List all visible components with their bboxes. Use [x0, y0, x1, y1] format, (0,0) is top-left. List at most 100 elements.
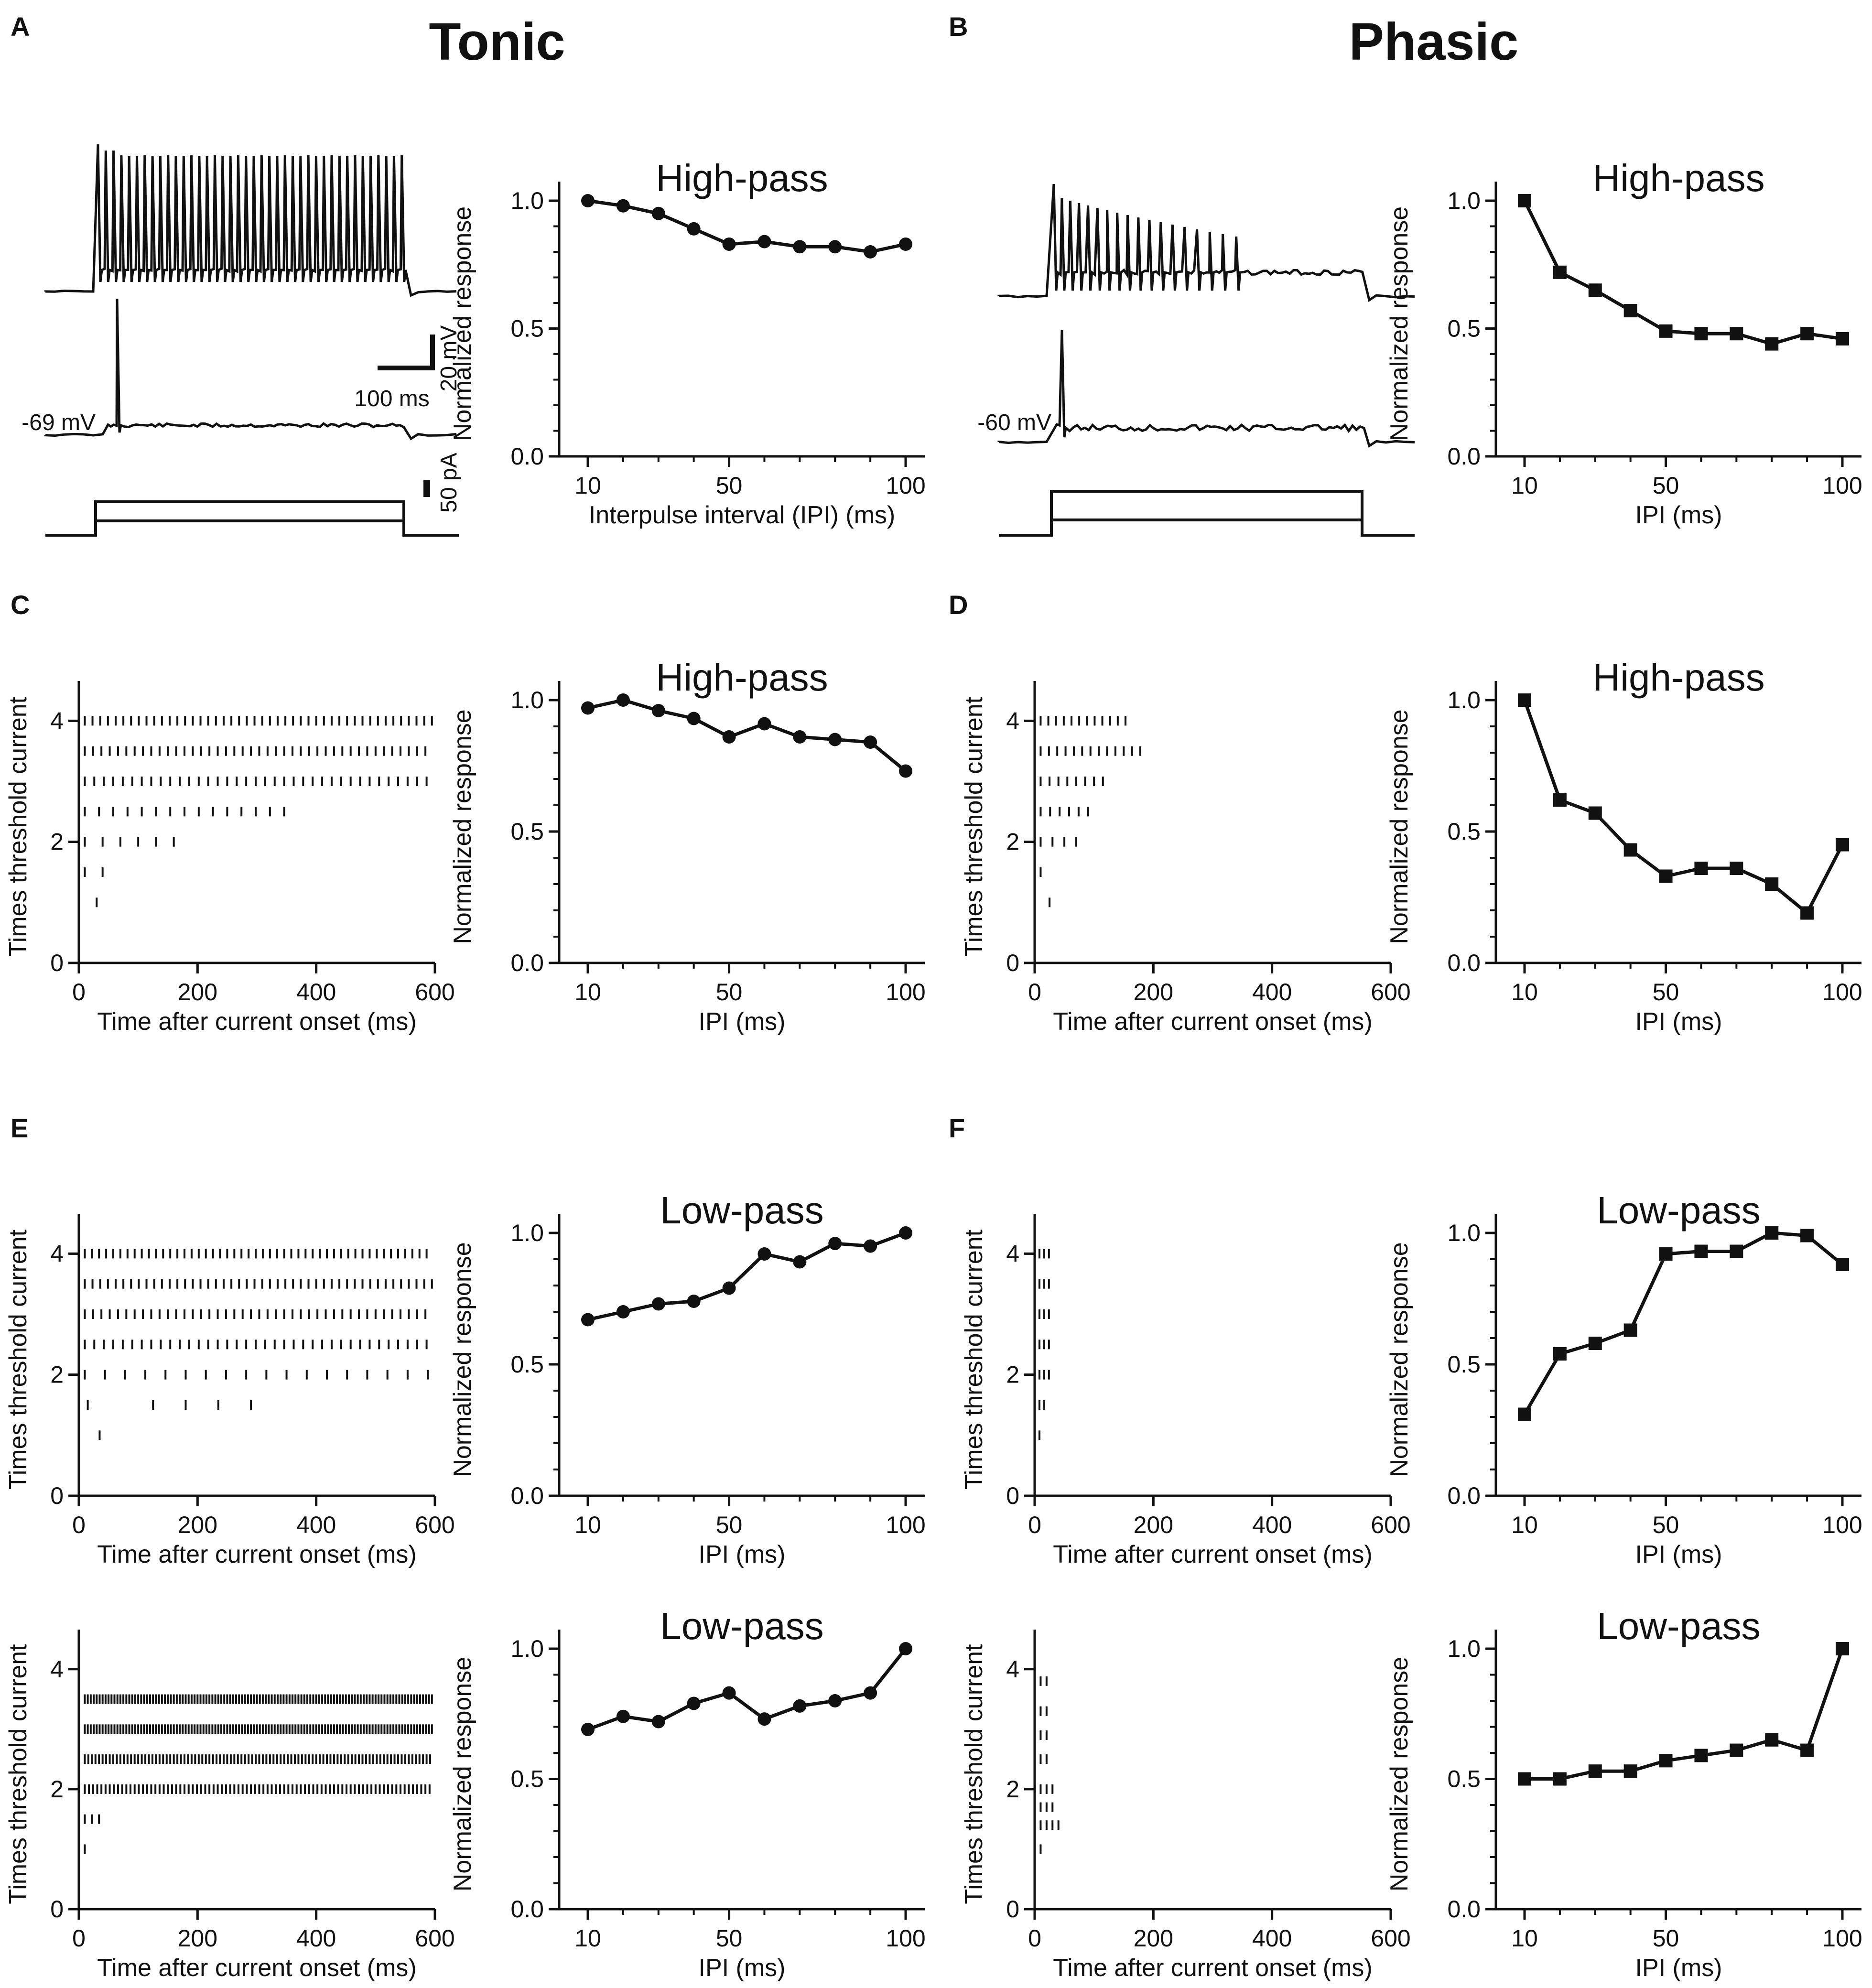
x-tick-label: 10: [1511, 1925, 1538, 1952]
y-tick-label: 2: [1006, 1776, 1019, 1803]
chart-d-ipi-response: 0.0 0.5 1.0 10 50 100 IPI (ms) Normalized respo…: [1385, 656, 1862, 1036]
x-tick-label: 10: [1511, 472, 1538, 499]
x-axis-label: Time after current onset (ms): [97, 1541, 416, 1568]
data-point: [1694, 327, 1708, 341]
data-point: [616, 199, 630, 213]
y-tick-label: 4: [1006, 1656, 1019, 1683]
data-point: [651, 206, 665, 220]
data-point: [1623, 304, 1637, 318]
y-axis-label: Normalized response: [1385, 1657, 1413, 1891]
data-point: [1588, 806, 1602, 820]
data-point: [1730, 862, 1743, 875]
data-point: [793, 240, 807, 254]
y-tick-label: 4: [1006, 707, 1019, 734]
data-point: [1730, 1244, 1743, 1258]
y-axis-label: Times threshold current: [4, 1229, 32, 1490]
x-tick-label: 50: [1653, 1925, 1679, 1952]
panel-label-e: E: [11, 1113, 28, 1143]
x-axis-label: IPI (ms): [699, 1954, 786, 1982]
data-point: [1836, 1642, 1849, 1655]
y-axis-label: Normalized response: [449, 709, 476, 944]
trace-b-suprathreshold: [997, 184, 1415, 303]
x-tick-label: 600: [415, 1925, 454, 1952]
y-tick-label: 0.5: [1447, 1766, 1481, 1793]
y-tick-label: 4: [1006, 1240, 1019, 1267]
data-point: [864, 1686, 877, 1700]
panel-label-a: A: [11, 11, 30, 42]
y-tick-label: 0.5: [510, 1766, 544, 1793]
data-point: [651, 1715, 665, 1729]
y-tick-label: 1.0: [510, 687, 544, 713]
y-tick-label: 0.5: [510, 1351, 544, 1378]
y-tick-label: 2: [50, 829, 64, 855]
resting-potential-b: -60 mV: [977, 410, 1051, 435]
data-point: [793, 1255, 807, 1269]
y-tick-label: 0.0: [510, 443, 544, 470]
chart-d-raster: 0 2 4 0 200 400 600 Time after current onset (m…: [960, 681, 1411, 1036]
x-axis-label: Time after current onset (ms): [97, 1008, 416, 1036]
y-tick-label: 0.0: [1447, 1896, 1481, 1923]
data-point: [1765, 1733, 1779, 1747]
data-point: [1518, 1407, 1531, 1421]
y-tick-label: 0: [50, 1482, 64, 1509]
data-point: [581, 1313, 595, 1327]
y-tick-label: 0.0: [510, 1482, 544, 1509]
data-point: [1588, 283, 1602, 297]
data-point: [1623, 1323, 1637, 1337]
data-point: [899, 1642, 912, 1655]
data-point: [828, 1694, 842, 1707]
data-point: [1730, 327, 1743, 341]
data-point: [1836, 838, 1849, 852]
x-tick-label: 0: [72, 979, 86, 1005]
y-tick-label: 1.0: [510, 187, 544, 214]
x-tick-label: 400: [1252, 979, 1292, 1005]
y-tick-label: 0.0: [1447, 443, 1481, 470]
data-point: [864, 1239, 877, 1253]
data-point: [864, 735, 877, 749]
x-tick-label: 0: [72, 1512, 86, 1538]
data-point: [1694, 862, 1708, 875]
x-axis-label: IPI (ms): [1635, 1008, 1722, 1036]
y-tick-label: 0.0: [1447, 1482, 1481, 1509]
series-line: [587, 1231, 907, 1321]
scale-bar-current-a: [423, 480, 430, 497]
x-tick-label: 100: [886, 979, 925, 1005]
x-tick-label: 100: [1822, 1512, 1862, 1538]
y-tick-label: 4: [50, 707, 64, 734]
scale-voltage-a: 20 mV: [436, 325, 462, 392]
data-point: [1836, 332, 1849, 346]
chart-title: High-pass: [656, 656, 828, 699]
scale-time-a: 100 ms: [354, 386, 429, 411]
y-tick-label: 2: [1006, 1361, 1019, 1388]
x-tick-label: 400: [296, 1512, 336, 1538]
x-axis-label: Time after current onset (ms): [1053, 1954, 1372, 1982]
chart-title: Low-pass: [660, 1605, 823, 1647]
y-axis-label: Normalized response: [1385, 709, 1413, 944]
chart-title: High-pass: [1592, 157, 1764, 199]
y-axis-label: Normalized response: [449, 1657, 476, 1891]
x-tick-label: 50: [716, 979, 743, 1005]
data-point: [828, 240, 842, 254]
x-tick-label: 200: [1134, 1925, 1173, 1952]
y-axis-label: Normalized response: [1385, 206, 1413, 441]
data-point: [1659, 869, 1673, 883]
x-axis-label: Interpulse interval (IPI) (ms): [589, 501, 896, 529]
series-line: [587, 698, 907, 773]
data-point: [1553, 1772, 1567, 1786]
data-point: [1800, 1743, 1814, 1757]
x-tick-label: 100: [1822, 979, 1862, 1005]
data-point: [687, 1696, 701, 1710]
y-tick-label: 0: [50, 950, 64, 976]
x-axis-label: IPI (ms): [1635, 1954, 1722, 1982]
data-point: [1659, 324, 1673, 338]
trace-a-suprathreshold: [44, 144, 457, 297]
data-point: [1623, 843, 1637, 857]
chart-title: High-pass: [1592, 656, 1764, 699]
x-tick-label: 50: [1653, 1512, 1679, 1538]
current-step-a: [45, 500, 459, 537]
data-point: [1730, 1743, 1743, 1757]
series-line: [587, 1647, 907, 1731]
data-point: [1800, 1229, 1814, 1242]
y-axis-label: Normalized response: [449, 206, 476, 441]
